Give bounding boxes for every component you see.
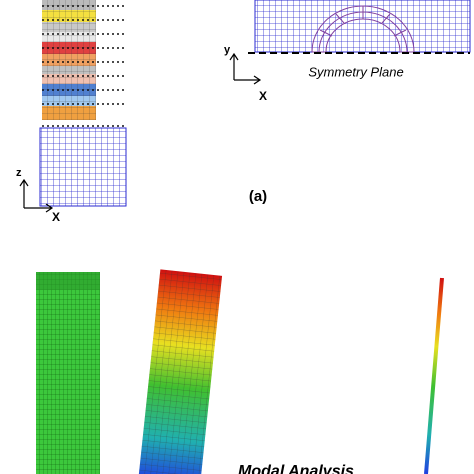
axis-label: z bbox=[16, 167, 22, 179]
mode-line bbox=[424, 277, 444, 474]
deformed-beam bbox=[138, 269, 223, 474]
green-column bbox=[36, 272, 100, 474]
panel-label: (a) bbox=[249, 188, 267, 205]
base-mesh bbox=[39, 127, 127, 207]
axis-label: X bbox=[259, 89, 267, 103]
axis-label: X bbox=[52, 210, 60, 224]
plane-label: Symmetry Plane bbox=[308, 64, 403, 79]
axis-label: y bbox=[224, 44, 231, 56]
axes-zx bbox=[19, 178, 54, 213]
arch-mesh bbox=[311, 5, 415, 53]
caption: Modal Analysis bbox=[238, 463, 354, 474]
layer-stack bbox=[42, 0, 126, 127]
axes-yx bbox=[229, 52, 262, 85]
